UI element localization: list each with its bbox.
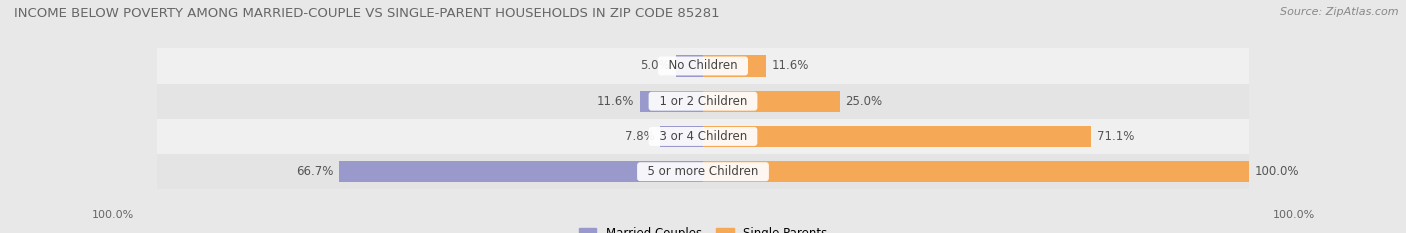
Text: No Children: No Children (661, 59, 745, 72)
Text: 100.0%: 100.0% (1254, 165, 1299, 178)
Text: 66.7%: 66.7% (295, 165, 333, 178)
Text: 11.6%: 11.6% (596, 95, 634, 108)
Text: 3 or 4 Children: 3 or 4 Children (651, 130, 755, 143)
Bar (157, 154, 1249, 189)
Text: 5 or more Children: 5 or more Children (640, 165, 766, 178)
Bar (703, 55, 766, 77)
Bar (339, 161, 703, 182)
Text: 7.8%: 7.8% (626, 130, 655, 143)
Bar (703, 91, 839, 112)
Text: 5.0%: 5.0% (641, 59, 671, 72)
Text: INCOME BELOW POVERTY AMONG MARRIED-COUPLE VS SINGLE-PARENT HOUSEHOLDS IN ZIP COD: INCOME BELOW POVERTY AMONG MARRIED-COUPL… (14, 7, 720, 20)
Bar (703, 126, 1091, 147)
Text: 25.0%: 25.0% (845, 95, 882, 108)
Bar (676, 55, 703, 77)
Bar (157, 84, 1249, 119)
Text: 100.0%: 100.0% (1272, 210, 1315, 220)
Bar (661, 126, 703, 147)
Bar (640, 91, 703, 112)
Text: 11.6%: 11.6% (772, 59, 810, 72)
Bar (157, 119, 1249, 154)
Legend: Married Couples, Single Parents: Married Couples, Single Parents (579, 227, 827, 233)
Bar (157, 48, 1249, 84)
Text: 71.1%: 71.1% (1097, 130, 1135, 143)
Text: Source: ZipAtlas.com: Source: ZipAtlas.com (1281, 7, 1399, 17)
Bar (703, 161, 1249, 182)
Text: 1 or 2 Children: 1 or 2 Children (651, 95, 755, 108)
Text: 100.0%: 100.0% (91, 210, 134, 220)
